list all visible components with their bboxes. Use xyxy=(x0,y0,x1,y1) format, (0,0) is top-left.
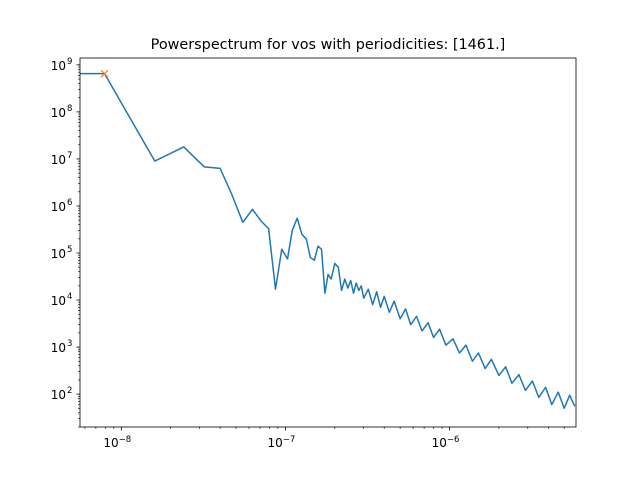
y-tick-label-6: 10 xyxy=(51,106,66,120)
chart-title: Powerspectrum for vos with periodicities… xyxy=(151,37,506,53)
peak-marker-stroke-b xyxy=(100,69,109,78)
peak-marker xyxy=(100,69,109,78)
y-tick-label-exponent-1: 3 xyxy=(67,339,72,349)
x-axis-ticks: 10−8 10−7 10−6 xyxy=(84,427,565,450)
y-tick-label-5: 10 xyxy=(51,153,66,167)
y-tick-label-exponent-4: 6 xyxy=(67,198,72,208)
y-tick-label-exponent-6: 8 xyxy=(67,104,72,114)
y-tick-label-exponent-5: 7 xyxy=(67,151,72,161)
marker-layer xyxy=(100,69,109,78)
y-tick-label-exponent-3: 5 xyxy=(67,245,72,255)
y-tick-label-exponent-2: 4 xyxy=(67,292,72,302)
y-tick-label-0: 10 xyxy=(51,388,66,402)
series-layer xyxy=(80,72,576,410)
x-tick-label-exponent-1: −7 xyxy=(283,435,296,445)
y-tick-label-4: 10 xyxy=(51,200,66,214)
y-tick-label-3: 10 xyxy=(51,247,66,261)
y-tick-label-2: 10 xyxy=(51,294,66,308)
x-tick-label-exponent-2: −6 xyxy=(447,435,460,445)
y-tick-label-1: 10 xyxy=(51,341,66,355)
y-tick-label-exponent-0: 2 xyxy=(67,386,72,396)
y-tick-label-exponent-7: 9 xyxy=(67,57,72,67)
plot-frame xyxy=(79,57,577,428)
y-tick-label-7: 10 xyxy=(51,59,66,73)
series-line-0 xyxy=(80,72,576,410)
x-tick-label-exponent-0: −8 xyxy=(119,435,132,445)
